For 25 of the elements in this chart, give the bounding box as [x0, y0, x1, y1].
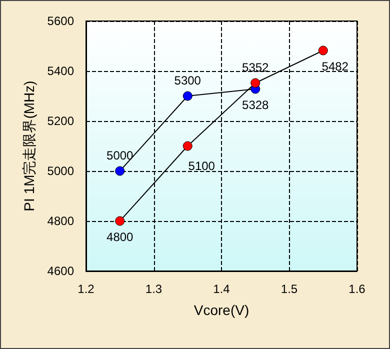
x-tick-label: 1.6 — [348, 282, 366, 296]
y-tick-label: 4800 — [47, 214, 74, 228]
point — [115, 216, 125, 226]
data-label: 5328 — [242, 98, 270, 112]
y-axis-title: PI 1M完走限界(MHz) — [21, 80, 37, 212]
point — [182, 141, 192, 151]
point — [182, 91, 192, 101]
data-label: 5482 — [322, 59, 349, 74]
y-tick-label: 4600 — [47, 264, 74, 278]
x-tick-label: 1.4 — [213, 282, 230, 296]
y-tick-label: 5200 — [47, 114, 74, 128]
x-tick-label: 1.2 — [78, 282, 95, 296]
data-label: 4800 — [106, 230, 134, 244]
y-tick-label: 5000 — [47, 164, 74, 178]
x-tick-label: 1.3 — [145, 282, 162, 296]
data-label: 5000 — [106, 148, 134, 162]
point — [250, 78, 260, 88]
point — [318, 46, 328, 56]
x-tick-label: 1.5 — [280, 282, 298, 296]
point — [115, 166, 125, 176]
y-tick-label: 5600 — [47, 14, 74, 28]
data-label: 5100 — [188, 158, 216, 173]
data-label: 5300 — [174, 73, 202, 88]
x-axis-title: Vcore(V) — [194, 302, 250, 318]
y-tick-label: 5400 — [47, 64, 74, 78]
